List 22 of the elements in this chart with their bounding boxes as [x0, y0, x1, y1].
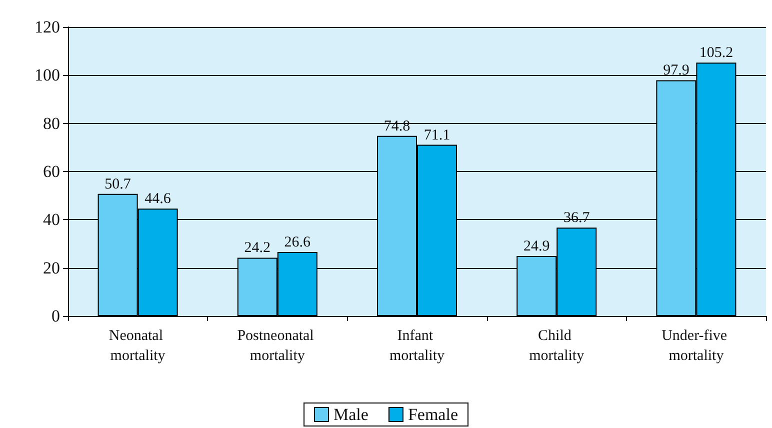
x-tick-label: Child mortality [529, 328, 585, 364]
y-tick-label: 100 [34, 66, 60, 85]
data-label: 24.2 [244, 240, 271, 256]
data-label: 97.9 [663, 62, 690, 79]
y-tick-label: 40 [43, 210, 60, 230]
x-tick-label: Postneonatal mortality [237, 328, 318, 364]
x-tick-label: Infant mortality [390, 328, 445, 364]
y-tick-label: 60 [43, 162, 60, 181]
data-label: 50.7 [104, 176, 132, 192]
x-tick-label: Neonatal mortality [108, 328, 167, 364]
data-label: 44.6 [144, 191, 172, 208]
data-label: 105.2 [699, 45, 734, 62]
y-tick-label: 20 [43, 258, 60, 278]
y-tick-label: 0 [52, 306, 60, 326]
legend-label: Male [334, 405, 368, 424]
data-label: 26.6 [284, 234, 312, 250]
legend-label: Female [408, 405, 458, 424]
data-label: 24.9 [523, 238, 550, 255]
data-label: 71.1 [424, 127, 450, 144]
y-tick-label: 80 [43, 114, 60, 133]
y-tick-label: 120 [34, 18, 60, 36]
x-tick-label: Under-five mortality [662, 328, 731, 364]
